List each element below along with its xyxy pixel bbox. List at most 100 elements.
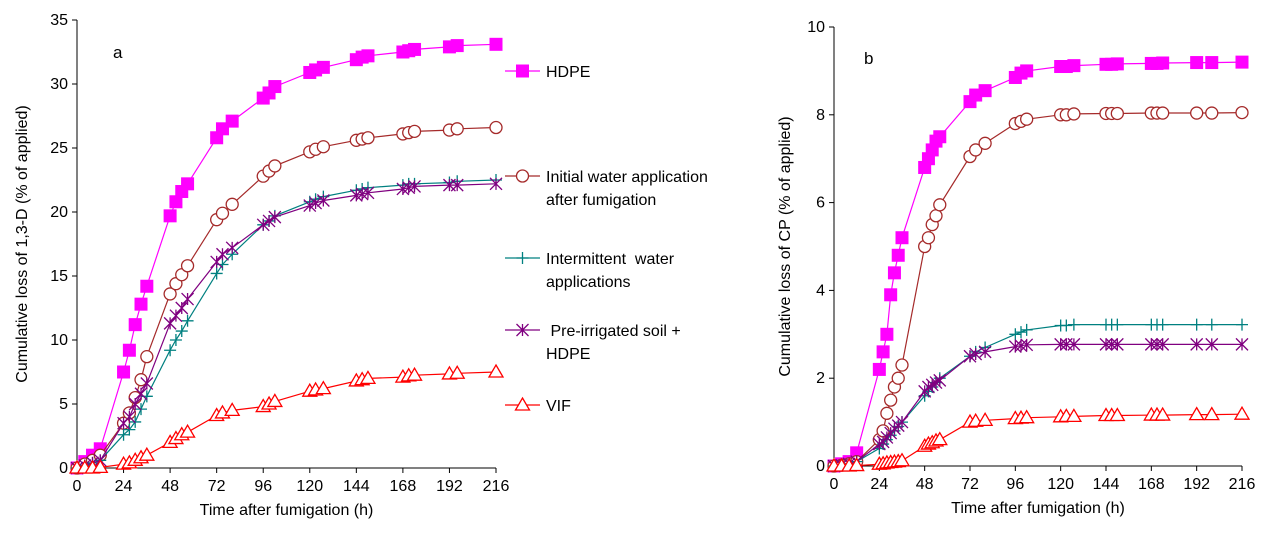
data-point <box>1235 105 1249 120</box>
data-point <box>450 39 464 53</box>
data-point <box>1020 64 1034 78</box>
x-tick-label: 24 <box>115 478 133 495</box>
data-point <box>163 287 177 301</box>
data-point <box>224 402 241 417</box>
x-tick-label: 192 <box>436 478 463 495</box>
data-point <box>978 84 992 98</box>
x-tick-label: 48 <box>161 478 179 495</box>
data-point <box>1067 337 1081 351</box>
data-point <box>163 316 177 330</box>
data-point <box>1067 59 1081 73</box>
data-point <box>895 358 909 372</box>
data-point <box>884 288 898 302</box>
legend-entry: Pre-irrigated soil + HDPE <box>505 323 681 363</box>
x-axis-title: Time after fumigation (h) <box>951 500 1125 517</box>
data-point <box>361 131 375 145</box>
series-4 <box>68 363 505 474</box>
data-point <box>1188 406 1205 421</box>
data-point <box>1236 318 1248 331</box>
data-point <box>489 120 503 135</box>
data-point <box>1235 337 1249 351</box>
data-point <box>1067 107 1081 121</box>
x-tick-label: 120 <box>296 478 323 495</box>
data-point <box>1067 318 1080 331</box>
data-point <box>933 373 947 387</box>
data-point <box>225 114 239 128</box>
data-point <box>117 365 131 379</box>
data-point <box>361 49 375 63</box>
data-point <box>1156 337 1170 351</box>
x-tick-label: 96 <box>1006 476 1024 493</box>
legend-marker <box>516 64 529 78</box>
data-point <box>266 393 283 408</box>
data-point <box>138 446 155 461</box>
data-point <box>933 198 947 212</box>
data-point <box>359 370 377 385</box>
x-tick-label: 144 <box>343 478 370 495</box>
data-point <box>1015 326 1027 339</box>
data-point <box>872 362 886 376</box>
data-point <box>406 366 423 381</box>
data-point <box>210 267 223 280</box>
data-point <box>169 334 182 346</box>
legend-label: applications <box>546 274 631 291</box>
data-point <box>134 387 148 401</box>
x-tick-label: 168 <box>390 478 417 495</box>
data-point <box>450 178 464 192</box>
data-point <box>887 266 901 280</box>
data-point <box>361 186 375 200</box>
data-point <box>1009 328 1022 341</box>
data-point <box>164 344 177 357</box>
y-tick-label: 8 <box>816 107 825 124</box>
data-point <box>1110 106 1124 121</box>
y-tick-label: 25 <box>50 140 68 157</box>
y-tick-label: 0 <box>59 460 68 477</box>
data-point <box>216 247 229 261</box>
data-point <box>225 241 239 255</box>
data-point <box>1020 112 1034 126</box>
data-point <box>1018 409 1035 424</box>
series-line <box>833 61 1243 467</box>
data-point <box>895 231 909 245</box>
data-point <box>316 140 331 154</box>
y-tick-label: 0 <box>816 458 825 475</box>
data-point <box>1099 337 1113 351</box>
legend-entry: HDPE <box>505 64 590 81</box>
data-point <box>848 457 865 472</box>
x-tick-label: 144 <box>1093 476 1120 493</box>
x-tick-label: 48 <box>916 476 934 493</box>
x-tick-label: 216 <box>483 478 510 495</box>
data-point <box>1150 337 1164 351</box>
data-point <box>884 393 898 407</box>
x-tick-label: 168 <box>1138 476 1165 493</box>
data-point <box>893 452 911 467</box>
data-point <box>169 309 183 323</box>
data-point <box>309 196 323 210</box>
data-point <box>1110 57 1124 71</box>
data-point <box>1203 406 1220 421</box>
legend-label: Pre-irrigated soil + <box>546 323 681 340</box>
data-point <box>1060 319 1073 332</box>
x-tick-label: 192 <box>1183 476 1210 493</box>
data-point <box>210 255 224 269</box>
panel-label: a <box>113 43 123 62</box>
data-point <box>215 122 229 136</box>
y-axis-title: Cumulative loss of CP (% of applied) <box>777 116 794 376</box>
data-point <box>268 159 282 173</box>
data-point <box>1205 337 1219 351</box>
data-point <box>1111 318 1124 331</box>
data-point <box>1105 337 1119 351</box>
data-point <box>1020 323 1033 336</box>
data-point <box>880 327 894 341</box>
data-point <box>140 377 154 390</box>
data-point <box>407 124 422 139</box>
data-point <box>134 297 148 311</box>
panel-label: b <box>864 49 873 68</box>
data-point <box>489 177 503 191</box>
data-point <box>1109 407 1126 422</box>
data-point <box>256 218 270 232</box>
series-line <box>76 43 497 469</box>
data-point <box>123 423 136 436</box>
legend-marker <box>515 169 530 183</box>
